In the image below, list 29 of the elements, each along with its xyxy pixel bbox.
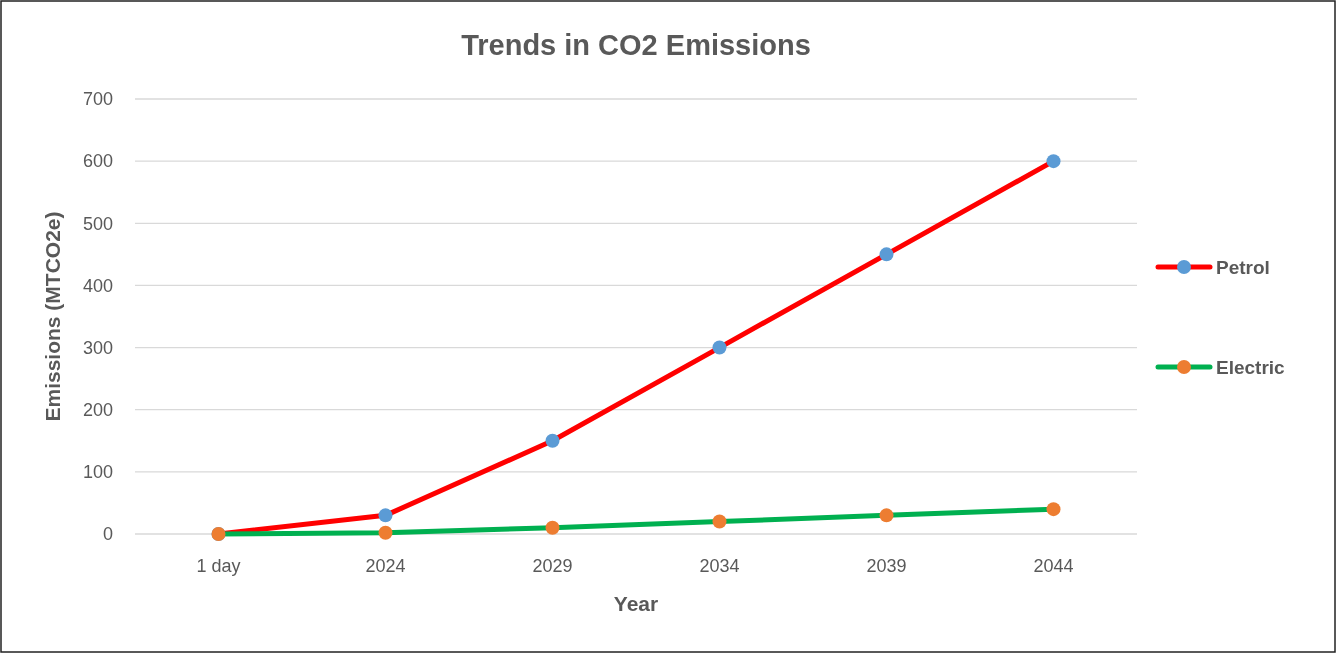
point xyxy=(879,247,894,262)
y-tick-label: 700 xyxy=(82,89,113,110)
point xyxy=(545,520,560,535)
legend-label: Electric xyxy=(1216,356,1286,378)
point xyxy=(879,508,894,523)
point xyxy=(712,340,727,355)
x-tick-label: 2024 xyxy=(365,556,406,576)
legend-label: Petrol xyxy=(1216,256,1270,278)
x-tick-label: 2044 xyxy=(1033,556,1074,576)
point xyxy=(1046,502,1061,517)
y-tick-label: 100 xyxy=(82,462,113,483)
y-tick-label: 300 xyxy=(82,337,113,358)
point xyxy=(545,433,560,448)
point xyxy=(378,508,393,523)
y-tick-label: 200 xyxy=(82,400,113,421)
point xyxy=(378,525,393,540)
point xyxy=(1046,154,1061,169)
y-tick-label: 600 xyxy=(82,151,113,172)
y-axis-title: Emissions (MTCO2e) xyxy=(41,211,64,422)
y-tick-label: 0 xyxy=(102,524,113,545)
y-tick-label: 500 xyxy=(82,213,113,234)
y-tick-label: 400 xyxy=(82,275,113,296)
chart-title: Trends in CO2 Emissions xyxy=(461,29,811,61)
x-tick-label: 1 day xyxy=(196,556,241,576)
point xyxy=(712,514,727,529)
x-axis-title: Year xyxy=(613,592,659,615)
x-tick-label: 2034 xyxy=(699,556,740,576)
x-tick-label: 2039 xyxy=(866,556,907,576)
x-tick-label: 2029 xyxy=(532,556,573,576)
